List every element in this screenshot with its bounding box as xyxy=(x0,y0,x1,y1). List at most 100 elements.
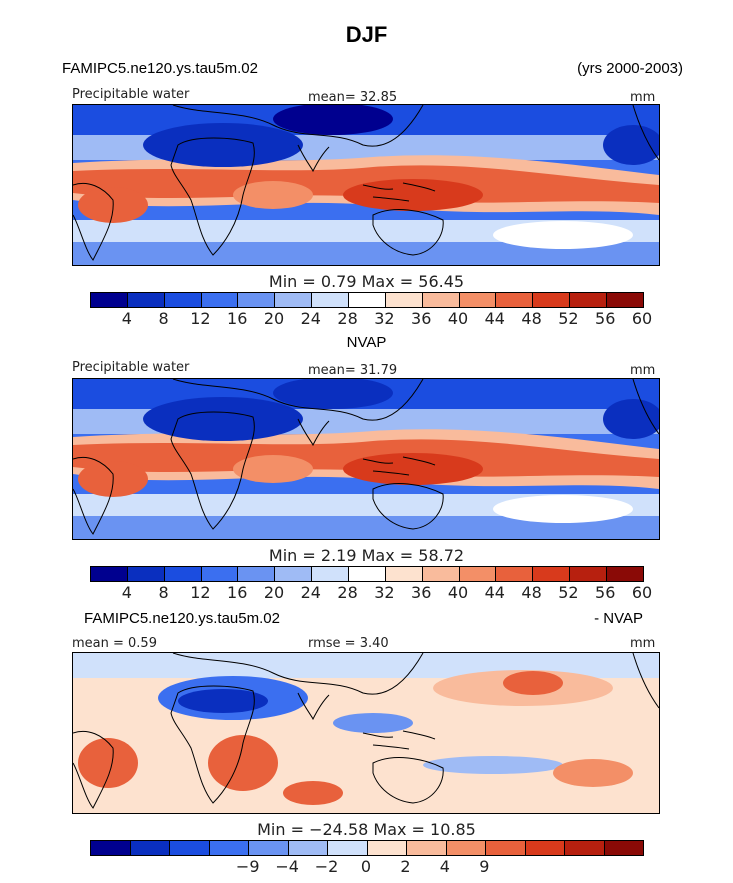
panel1-variable-label: Precipitable water xyxy=(72,87,190,102)
colorbar-swatch xyxy=(288,841,328,855)
colorbar-swatch xyxy=(201,293,239,307)
colorbar-tick-label: 24 xyxy=(300,583,321,602)
panel1-minmax: Min = 0.79 Max = 56.45 xyxy=(268,272,465,291)
colorbar-tick-label: 32 xyxy=(374,583,395,602)
colorbar-swatch xyxy=(496,293,534,307)
colorbar-swatch xyxy=(422,567,460,581)
colorbar-tick-label: −4 xyxy=(275,857,299,876)
colorbar-swatch xyxy=(201,567,239,581)
colorbar-tick-label: 9 xyxy=(479,857,490,876)
colorbar-tick-label: 12 xyxy=(190,583,211,602)
colorbar-swatch xyxy=(170,841,210,855)
panel2-minmax: Min = 2.19 Max = 58.72 xyxy=(268,546,465,565)
panel3-map-field xyxy=(73,653,659,813)
colorbar-swatch xyxy=(164,567,202,581)
colorbar-swatch xyxy=(385,293,423,307)
colorbar-tick-label: 40 xyxy=(447,583,469,602)
colorbar-swatch xyxy=(422,293,460,307)
colorbar-tick-label: 60 xyxy=(631,309,653,328)
colorbar-tick-label: 52 xyxy=(558,583,579,602)
colorbar-swatch xyxy=(127,293,165,307)
panel1-colorbar-ticks: 4 8 12 16 20 24 28 32 36 40 44 48 52 56 60 xyxy=(90,309,652,329)
colorbar-tick-label: 8 xyxy=(158,309,169,328)
colorbar-swatch xyxy=(127,567,165,581)
colorbar-swatch xyxy=(367,841,407,855)
panel1-years: (yrs 2000-2003) xyxy=(577,60,683,77)
colorbar-tick-label: 20 xyxy=(263,309,285,328)
panel1-map xyxy=(72,104,660,266)
panel3-colorbar xyxy=(90,840,644,856)
colorbar-swatch xyxy=(249,841,289,855)
colorbar-swatch xyxy=(459,567,497,581)
colorbar-swatch xyxy=(525,841,565,855)
panel3-units: mm xyxy=(630,636,656,651)
colorbar-tick-label: 4 xyxy=(121,583,132,602)
colorbar-swatch xyxy=(533,567,571,581)
panel3-mean: mean = 0.59 xyxy=(72,636,157,651)
panel3-minus-label: - NVAP xyxy=(594,610,643,627)
colorbar-tick-label: 56 xyxy=(595,309,616,328)
colorbar-swatch xyxy=(570,567,608,581)
colorbar-swatch xyxy=(130,841,170,855)
colorbar-tick-label: 28 xyxy=(337,309,358,328)
colorbar-swatch xyxy=(238,567,276,581)
colorbar-swatch xyxy=(407,841,447,855)
colorbar-tick-label: 12 xyxy=(190,309,211,328)
colorbar-tick-label: 4 xyxy=(439,857,450,876)
panel1-colorbar xyxy=(90,292,644,308)
colorbar-tick-label: 24 xyxy=(300,309,321,328)
panel3-colorbar-ticks: −9 −4 −2 0 2 4 9 xyxy=(90,857,642,877)
colorbar-tick-label: 16 xyxy=(227,309,248,328)
panel2-mean: mean= 31.79 xyxy=(308,363,398,378)
colorbar-tick-label: 60 xyxy=(631,583,653,602)
colorbar-tick-label: 44 xyxy=(484,309,505,328)
panel2-map xyxy=(72,378,660,540)
colorbar-swatch xyxy=(275,293,313,307)
colorbar-swatch xyxy=(533,293,571,307)
colorbar-tick-label: 36 xyxy=(411,583,432,602)
colorbar-tick-label: 0 xyxy=(360,857,372,876)
colorbar-swatch xyxy=(91,293,128,307)
panel2-map-field xyxy=(73,379,659,539)
colorbar-tick-label: 32 xyxy=(374,309,395,328)
colorbar-swatch xyxy=(570,293,608,307)
panel3-rmse: rmse = 3.40 xyxy=(308,636,389,651)
colorbar-swatch xyxy=(312,293,350,307)
panel2-colorbar xyxy=(90,566,644,582)
colorbar-tick-label: 28 xyxy=(337,583,358,602)
colorbar-tick-label: 4 xyxy=(121,309,132,328)
colorbar-swatch xyxy=(91,567,128,581)
colorbar-swatch xyxy=(164,293,202,307)
panel2-title: NVAP xyxy=(346,334,387,351)
panel2-colorbar-ticks: 4 8 12 16 20 24 28 32 36 40 44 48 52 56 60 xyxy=(90,583,652,603)
colorbar-tick-label: 8 xyxy=(158,583,169,602)
panel3-minmax: Min = −24.58 Max = 10.85 xyxy=(257,820,476,839)
colorbar-swatch xyxy=(349,567,386,581)
panel2-units: mm xyxy=(630,363,656,378)
panel1-map-field xyxy=(73,105,659,265)
colorbar-swatch xyxy=(486,841,526,855)
colorbar-swatch xyxy=(209,841,249,855)
panel2-variable-label: Precipitable water xyxy=(72,360,190,375)
panel1-mean: mean= 32.85 xyxy=(308,90,398,105)
colorbar-swatch xyxy=(238,293,276,307)
colorbar-tick-label: 36 xyxy=(411,309,432,328)
colorbar-tick-label: 20 xyxy=(263,583,285,602)
colorbar-swatch xyxy=(349,293,386,307)
panel1-units: mm xyxy=(630,90,656,105)
colorbar-swatch xyxy=(496,567,534,581)
colorbar-tick-label: 44 xyxy=(484,583,505,602)
colorbar-swatch xyxy=(607,567,643,581)
figure-title: DJF xyxy=(345,22,388,47)
colorbar-tick-label: 2 xyxy=(400,857,411,876)
colorbar-swatch xyxy=(565,841,605,855)
colorbar-swatch xyxy=(607,293,643,307)
panel1-case-name: FAMIPC5.ne120.ys.tau5m.02 xyxy=(62,60,258,77)
colorbar-swatch xyxy=(312,567,350,581)
colorbar-tick-label: 56 xyxy=(595,583,616,602)
colorbar-swatch xyxy=(275,567,313,581)
colorbar-tick-label: 40 xyxy=(447,309,469,328)
colorbar-swatch xyxy=(459,293,497,307)
colorbar-swatch xyxy=(91,841,131,855)
colorbar-tick-label: −2 xyxy=(314,857,339,876)
